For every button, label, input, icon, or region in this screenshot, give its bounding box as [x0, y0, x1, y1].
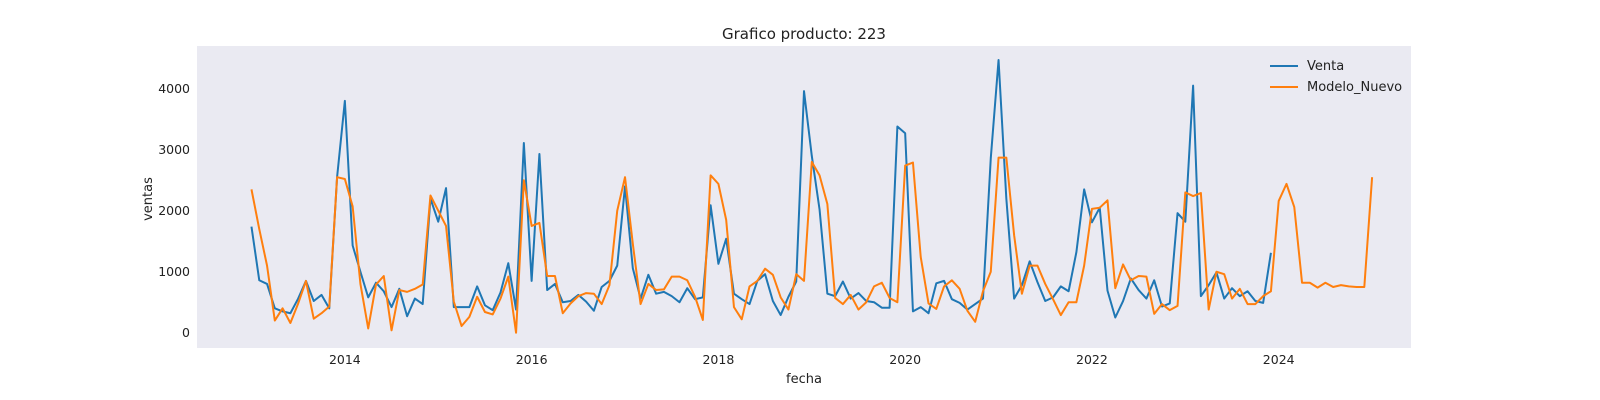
series-line-venta [250, 59, 1272, 319]
series-line-modelo-nuevo [250, 156, 1374, 334]
y-tick-label: 0 [182, 325, 190, 340]
legend-label-venta: Venta [1307, 59, 1344, 74]
x-tick-label: 2020 [889, 352, 921, 367]
x-tick-label: 2022 [1076, 352, 1108, 367]
y-tick-label: 2000 [158, 203, 190, 218]
chart-title: Grafico producto: 223 [722, 25, 886, 43]
y-tick-label: 3000 [158, 142, 190, 157]
x-tick-label: 2018 [702, 352, 734, 367]
x-tick-label: 2016 [516, 352, 548, 367]
series-layer [250, 59, 1374, 334]
y-axis-label: ventas [141, 177, 156, 221]
x-tick-label: 2024 [1263, 352, 1295, 367]
legend: Venta Modelo_Nuevo [1270, 59, 1402, 95]
x-axis-ticks: 2014 2016 2018 2020 2022 2024 [329, 352, 1295, 367]
y-tick-label: 4000 [158, 81, 190, 96]
y-tick-label: 1000 [158, 264, 190, 279]
legend-label-modelo-nuevo: Modelo_Nuevo [1307, 80, 1402, 95]
x-axis-label: fecha [786, 372, 822, 387]
x-tick-label: 2014 [329, 352, 361, 367]
y-axis-ticks: 0 1000 2000 3000 4000 [158, 81, 190, 340]
